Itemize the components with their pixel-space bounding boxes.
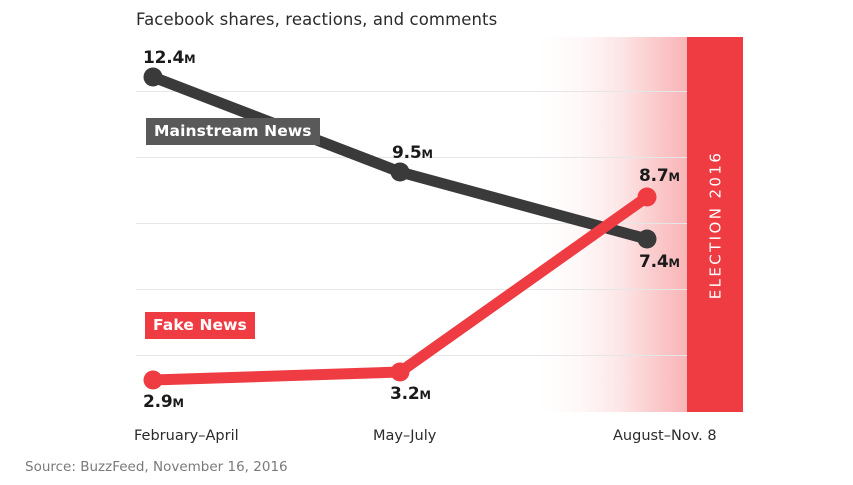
election-band-label: ELECTION 2016: [706, 150, 725, 299]
value-label-unit: M: [184, 52, 196, 66]
value-label-number: 9.5: [392, 143, 422, 163]
value-label-fake-3: 8.7M: [639, 166, 680, 186]
chart-title: Facebook shares, reactions, and comments: [136, 10, 498, 29]
value-label-unit: M: [668, 170, 680, 184]
data-point-mainstream-2: [390, 162, 410, 182]
value-label-number: 2.9: [143, 392, 173, 412]
value-label-number: 8.7: [639, 166, 669, 186]
series-line-fake-news: [143, 187, 657, 390]
data-point-mainstream-3: [637, 229, 657, 249]
election-band-label-wrap: ELECTION 2016: [687, 37, 743, 412]
series-tag-fake-news: Fake News: [145, 312, 255, 339]
gridline: [136, 223, 687, 224]
x-axis-label-2: May–July: [373, 428, 437, 444]
data-point-mainstream-1: [143, 67, 163, 87]
data-point-fake-3: [637, 187, 657, 207]
value-label-mainstream-3: 7.4M: [639, 252, 680, 272]
value-label-unit: M: [419, 388, 431, 402]
value-label-unit: M: [172, 396, 184, 410]
value-label-fake-1: 2.9M: [143, 392, 184, 412]
gridline: [136, 289, 687, 290]
election-2016-band: ELECTION 2016: [687, 37, 743, 412]
gridline: [136, 91, 687, 92]
gridline: [136, 355, 687, 356]
value-label-unit: M: [421, 147, 433, 161]
series-tag-mainstream-news: Mainstream News: [146, 118, 320, 145]
value-label-number: 7.4: [639, 252, 669, 272]
x-axis-label-3: August–Nov. 8: [613, 428, 717, 444]
value-label-mainstream-2: 9.5M: [392, 143, 433, 163]
value-label-number: 12.4: [143, 48, 185, 68]
data-point-fake-1: [143, 370, 163, 390]
x-axis-label-1: February–April: [134, 428, 239, 444]
value-label-mainstream-1: 12.4M: [143, 48, 196, 68]
source-note: Source: BuzzFeed, November 16, 2016: [25, 459, 288, 475]
value-label-number: 3.2: [390, 384, 420, 404]
data-point-fake-2: [390, 362, 410, 382]
gridline: [136, 157, 687, 158]
value-label-unit: M: [668, 256, 680, 270]
series-line-mainstream-news: [143, 67, 657, 249]
value-label-fake-2: 3.2M: [390, 384, 431, 404]
